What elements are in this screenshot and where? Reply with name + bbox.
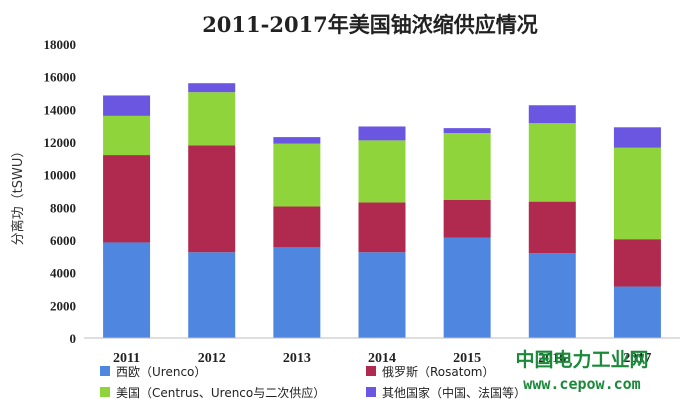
- watermark-cn: 中国电力工业网: [515, 348, 648, 371]
- watermark: 中国电力工业网 www.cepow.com: [515, 348, 648, 393]
- bar-segment: [188, 83, 236, 93]
- y-tick-label: 12000: [44, 135, 77, 150]
- bar-segment: [443, 133, 491, 200]
- legend: 西欧（Urenco） 俄罗斯（Rosatom） 美国（Centrus、Urenco与…: [100, 365, 526, 400]
- legend-swatch: [366, 366, 376, 376]
- x-tick-label: 2011: [113, 351, 140, 366]
- y-tick-label: 0: [70, 331, 77, 346]
- bar-segment: [358, 252, 406, 338]
- y-tick-label: 2000: [50, 298, 76, 313]
- axes: 0 2000 4000 6000 8000 10000 12000 14000 16000 180…: [44, 37, 680, 366]
- bar-segment: [358, 202, 406, 253]
- x-tick-label: 2013: [283, 351, 311, 366]
- bar-segment: [188, 145, 236, 253]
- legend-swatch: [366, 387, 376, 397]
- bar-segment: [188, 252, 236, 338]
- y-tick-label: 18000: [44, 37, 77, 52]
- y-tick-label: 14000: [44, 102, 77, 117]
- bar-segment: [528, 201, 576, 254]
- bar-segment: [273, 247, 321, 338]
- bar-segment: [188, 92, 236, 146]
- x-tick-label: 2015: [453, 351, 481, 366]
- bar-segment: [613, 286, 661, 338]
- bar-segment: [613, 127, 661, 148]
- bar-segment: [273, 137, 321, 144]
- y-tick-label: 4000: [50, 266, 76, 281]
- bar-segment: [358, 126, 406, 141]
- legend-swatch: [100, 366, 110, 376]
- bars: [103, 83, 661, 338]
- x-tick-label: 2014: [368, 351, 396, 366]
- x-tick-label: 2012: [198, 351, 226, 366]
- y-tick-label: 10000: [44, 168, 77, 183]
- watermark-url: www.cepow.com: [523, 375, 640, 393]
- bar-segment: [613, 147, 661, 240]
- x-tick-label: 2017: [623, 351, 651, 366]
- y-tick-label: 8000: [50, 200, 76, 215]
- bar-segment: [103, 95, 151, 116]
- bar-segment: [443, 237, 491, 338]
- bar-segment: [358, 140, 406, 203]
- bar-segment: [443, 199, 491, 238]
- bar-segment: [273, 206, 321, 248]
- x-tick-label: 2016: [538, 351, 566, 366]
- bar-segment: [103, 155, 151, 243]
- bar-segment: [528, 123, 576, 202]
- bar-segment: [528, 105, 576, 124]
- bar-segment: [103, 242, 151, 338]
- chart-title: 2011-2017年美国铀浓缩供应情况: [202, 12, 538, 37]
- y-tick-label: 6000: [50, 233, 76, 248]
- bar-segment: [613, 239, 661, 287]
- legend-label: 其他国家（中国、法国等）: [382, 385, 526, 400]
- bar-segment: [443, 128, 491, 134]
- y-axis-label: 分离功（tSWU）: [10, 145, 26, 246]
- y-tick-label: 16000: [44, 70, 77, 85]
- bar-segment: [273, 143, 321, 207]
- legend-label: 西欧（Urenco）: [116, 365, 206, 379]
- bar-segment: [528, 253, 576, 338]
- bar-segment: [103, 115, 151, 156]
- legend-label: 美国（Centrus、Urenco与二次供应）: [116, 385, 325, 400]
- legend-swatch: [100, 387, 110, 397]
- legend-label: 俄罗斯（Rosatom）: [382, 365, 494, 379]
